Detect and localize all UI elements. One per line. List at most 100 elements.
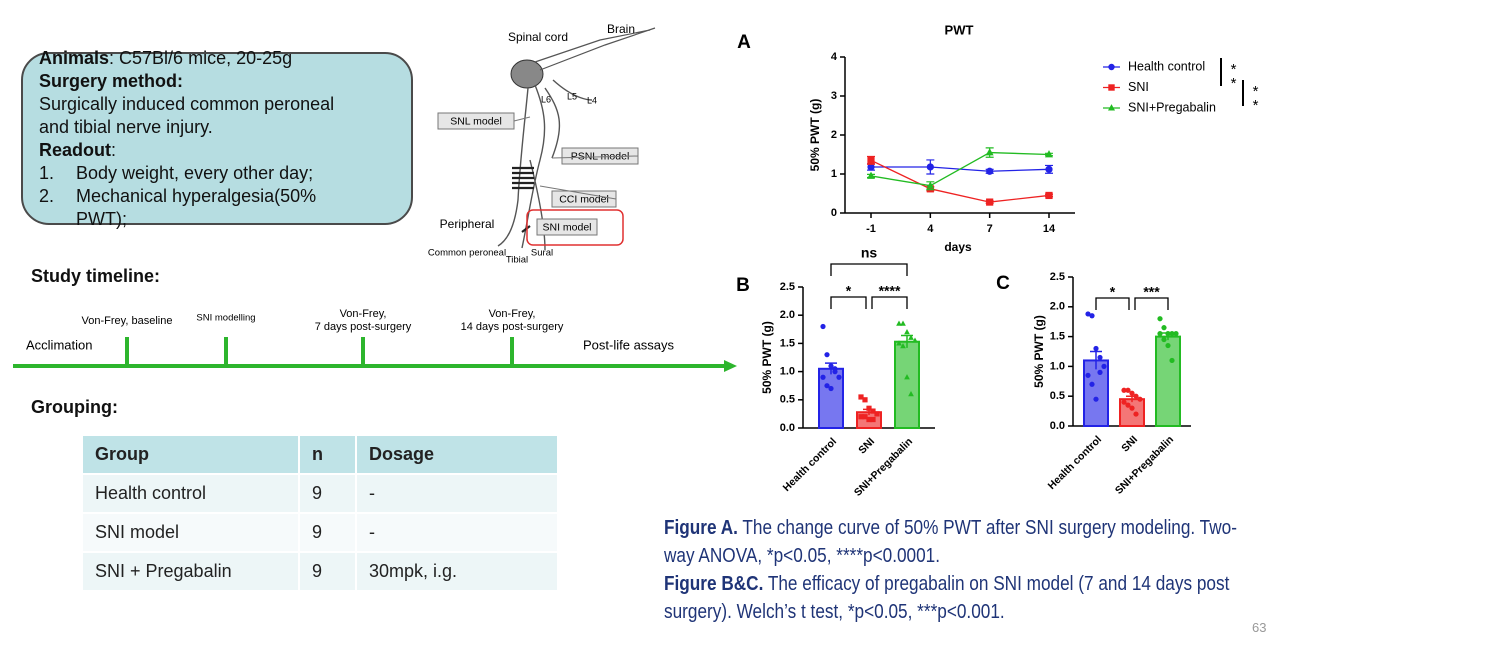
x-tick-label: Health control (781, 436, 839, 494)
marker (904, 374, 910, 380)
marker (1093, 396, 1099, 402)
panel-label: B (736, 275, 750, 296)
marker (1129, 405, 1135, 411)
marker (1133, 411, 1139, 417)
ligature-marks (512, 166, 547, 233)
y-tick-label: 2.5 (780, 281, 795, 293)
timeline-start: Acclimation (26, 337, 92, 352)
readout-suffix: : (111, 140, 117, 160)
significance-bracket (830, 263, 908, 276)
marker (1089, 381, 1095, 387)
branch-label: Common peroneal (428, 248, 506, 259)
marker (862, 397, 868, 403)
marker (1108, 63, 1115, 71)
chart-title: PWT (945, 22, 974, 37)
readout-label: Readout (39, 140, 111, 160)
legend-label: SNI (1128, 80, 1149, 94)
animals-label: Animals (39, 48, 110, 68)
y-tick-label: 1.0 (1050, 360, 1065, 372)
model-label: PSNL model (571, 150, 630, 162)
marker (858, 414, 864, 420)
marker (1125, 387, 1131, 393)
significance-label: **** (879, 283, 901, 299)
marker (1045, 150, 1053, 158)
event-label: Von-Frey, (340, 308, 387, 320)
marker (1165, 331, 1171, 337)
marker (870, 416, 876, 423)
model-pointers (513, 116, 639, 200)
info-text: Animals: C57Bl/6 mice, 20-25g Surgery me… (39, 47, 369, 231)
x-tick-label: 4 (927, 223, 934, 235)
y-axis-label: 50% PWT (g) (808, 99, 822, 172)
diagram-label: Spinal cord (508, 30, 568, 44)
model-label: SNI model (542, 221, 591, 233)
model-label: CCI model (559, 193, 609, 205)
marker (832, 369, 838, 375)
marker (867, 163, 875, 171)
surgery-text: Surgically induced common peroneal and t… (39, 94, 335, 137)
animals-text: : C57Bl/6 mice, 20-25g (109, 48, 293, 68)
marker (1157, 331, 1163, 337)
significance-bracket (1134, 297, 1169, 310)
marker (836, 374, 842, 380)
marker (1161, 325, 1167, 331)
marker (828, 363, 834, 369)
animals-line: Animals: C57Bl/6 mice, 20-25g (39, 47, 369, 70)
y-tick-label: 0.0 (780, 422, 795, 434)
caption-text: The change curve of 50% PWT after SNI su… (664, 517, 1237, 567)
significance-label: * (846, 283, 852, 299)
y-tick-label: 1.5 (1050, 331, 1065, 343)
marker (1125, 402, 1131, 408)
brain-line (534, 27, 656, 71)
marker (896, 340, 902, 346)
panel-label: A (737, 32, 751, 53)
item-number: 2. (39, 186, 55, 206)
marker (926, 181, 935, 189)
table-header: Dosage (356, 436, 559, 475)
significance-label: * (1110, 284, 1116, 300)
marker (1097, 354, 1103, 361)
significance-label: ** (1225, 61, 1242, 89)
panel-label: C (996, 273, 1010, 294)
bar (894, 340, 920, 430)
marker (1045, 191, 1053, 200)
marker (1089, 313, 1095, 319)
y-tick-label: 1 (831, 168, 837, 180)
item-text: Mechanical hyperalgesia(50% PWT); (76, 186, 317, 229)
bar (1083, 359, 1109, 427)
y-axis-label: 50% PWT (g) (1032, 315, 1046, 388)
root-label: L4 (587, 95, 597, 105)
marker (1121, 399, 1127, 405)
table-cell: - (356, 474, 559, 514)
table-cell: SNI + Pregabalin (83, 552, 300, 592)
marker (1097, 369, 1103, 375)
caption-label: Figure B&C. (664, 573, 764, 595)
marker (1093, 345, 1099, 352)
group-table: Group n Dosage Health control 9- SNI model 9… (83, 436, 559, 592)
x-axis-label: days (944, 240, 972, 254)
marker (866, 416, 872, 423)
y-tick-label: 0.5 (780, 394, 795, 406)
series-line (870, 151, 1050, 187)
table-header: n (299, 436, 357, 475)
marker (870, 408, 876, 414)
marker (912, 337, 918, 343)
marker (900, 343, 906, 349)
timeline-title: Study timeline: (31, 266, 161, 286)
marker (900, 320, 906, 326)
table-cell: 30mpk, i.g. (356, 552, 559, 592)
marker (867, 156, 875, 164)
y-axis-label: 50% PWT (g) (760, 321, 774, 394)
y-tick-label: 2.5 (1050, 271, 1065, 283)
timeline-end: Post-life assays (583, 337, 675, 352)
significance-label: ** (1247, 83, 1264, 111)
event-label: Von-Frey, (489, 308, 536, 320)
timeline-arrowhead (724, 360, 737, 372)
marker (824, 352, 830, 358)
marker (1133, 393, 1139, 399)
error-bar (1090, 350, 1102, 370)
x-tick-label: SNI (1119, 434, 1140, 455)
branch-label: Tibial (506, 255, 528, 266)
